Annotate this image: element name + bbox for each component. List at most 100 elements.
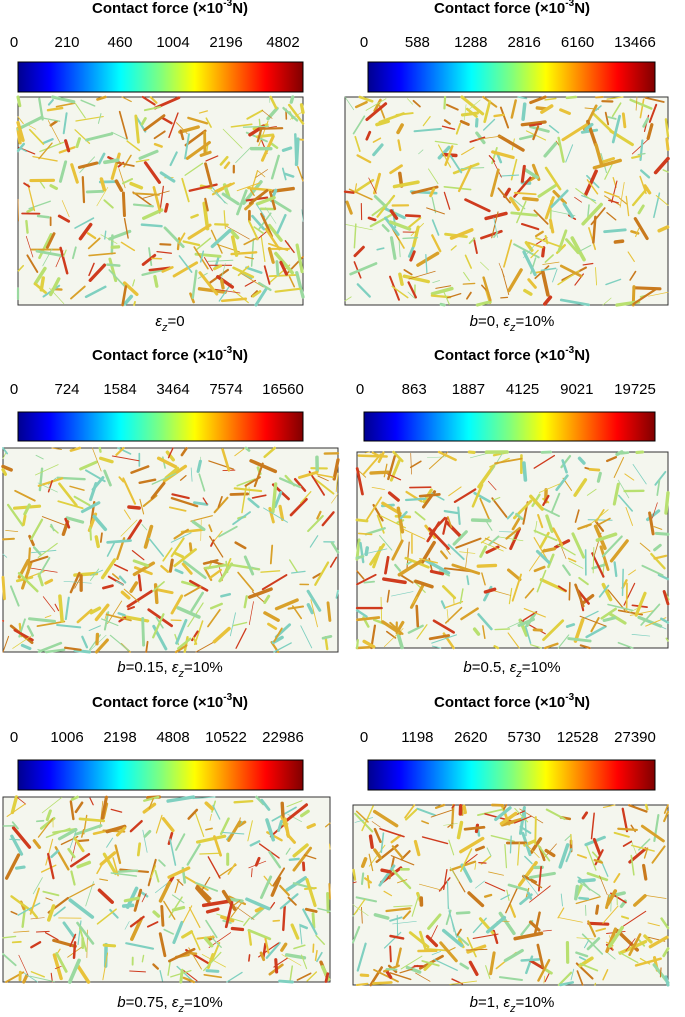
force-chain xyxy=(515,512,524,521)
panel: Contact force (×10-3N)0 588 1288 2816 6160 13… xyxy=(343,0,670,334)
force-chain xyxy=(380,832,385,854)
force-chain xyxy=(149,96,158,104)
colorbar-tick-label: 1004 xyxy=(156,34,189,51)
force-chain xyxy=(385,967,398,971)
force-chain xyxy=(303,854,317,860)
colorbar-tick-label: 0 xyxy=(356,381,364,398)
force-chain xyxy=(639,139,644,162)
force-chain xyxy=(69,485,85,491)
force-chain xyxy=(299,103,305,115)
force-chain xyxy=(40,864,57,873)
force-chain xyxy=(392,180,420,189)
force-chain xyxy=(550,189,569,208)
force-chain xyxy=(71,246,77,260)
force-chain xyxy=(154,869,160,883)
force-chain xyxy=(205,155,219,162)
force-chain xyxy=(519,893,533,906)
force-chain xyxy=(368,834,374,849)
force-chain xyxy=(460,607,479,621)
force-chain xyxy=(207,259,234,262)
force-chain xyxy=(428,168,439,185)
force-chain xyxy=(289,965,294,983)
force-chain xyxy=(109,908,119,919)
force-chain xyxy=(543,141,558,158)
force-chain xyxy=(247,928,272,941)
force-chain xyxy=(557,907,565,919)
force-chain xyxy=(10,910,18,915)
force-chain xyxy=(309,535,319,548)
force-chain xyxy=(251,566,260,570)
force-chain xyxy=(513,815,532,824)
force-chain xyxy=(58,594,64,623)
force-chain xyxy=(511,533,516,542)
force-chain xyxy=(6,503,24,527)
force-chain xyxy=(484,881,506,892)
force-chain xyxy=(660,617,670,624)
caption-part: =0.5, xyxy=(472,659,510,676)
force-chain xyxy=(229,228,240,240)
force-chain xyxy=(356,573,377,586)
force-chain xyxy=(601,582,613,602)
colorbar-title: Contact force (×10-3N) xyxy=(92,0,248,17)
panel-caption: b=0.75, εz=10% xyxy=(117,994,223,1015)
force-chain xyxy=(505,526,521,540)
force-chain xyxy=(20,147,27,153)
force-chain xyxy=(511,573,523,602)
force-chain xyxy=(281,146,293,152)
force-chain xyxy=(450,245,457,251)
force-chain xyxy=(141,893,147,903)
force-chain xyxy=(294,137,300,167)
force-chain xyxy=(125,886,139,909)
force-chain xyxy=(137,574,142,592)
force-chain xyxy=(179,475,187,481)
force-chain xyxy=(170,969,192,978)
force-chain xyxy=(453,488,477,503)
force-chain xyxy=(507,632,520,649)
force-chain xyxy=(630,840,637,855)
force-chain xyxy=(16,126,22,145)
force-chain xyxy=(653,526,663,530)
force-chain xyxy=(356,942,367,972)
force-chain xyxy=(422,116,431,127)
force-chain xyxy=(559,298,590,307)
force-chain xyxy=(537,513,544,529)
force-chain xyxy=(606,952,616,960)
force-chain xyxy=(523,608,546,618)
force-chain xyxy=(389,945,392,963)
force-chain xyxy=(167,831,174,845)
force-chain xyxy=(642,117,650,128)
force-chain xyxy=(565,848,573,863)
force-chain xyxy=(391,591,414,597)
force-chain xyxy=(32,839,42,849)
force-chain xyxy=(275,260,280,277)
force-chain xyxy=(256,230,268,241)
force-chain xyxy=(143,524,154,549)
force-chain xyxy=(317,475,329,482)
caption-part: z xyxy=(509,1003,516,1015)
force-chain xyxy=(22,973,29,984)
caption-part: ε xyxy=(503,994,510,1011)
force-chain xyxy=(373,98,382,113)
force-chain xyxy=(183,585,202,597)
force-chain xyxy=(460,863,473,883)
force-chain xyxy=(570,236,586,262)
force-chain xyxy=(395,112,414,116)
force-chain xyxy=(558,917,583,923)
force-chain xyxy=(132,192,160,196)
caption-part: b xyxy=(117,994,125,1011)
force-chain xyxy=(220,592,232,598)
force-chain xyxy=(468,960,479,976)
force-chain xyxy=(169,838,177,866)
force-chain xyxy=(536,943,545,968)
force-chain xyxy=(1,575,6,601)
force-chain xyxy=(106,539,132,544)
force-chain xyxy=(528,920,541,932)
force-chain xyxy=(106,837,114,848)
force-chain xyxy=(344,96,355,111)
force-chain xyxy=(150,481,166,500)
title-part: Contact force (×10 xyxy=(92,347,223,364)
force-chain xyxy=(503,239,513,268)
force-chain xyxy=(545,514,554,533)
force-chain xyxy=(190,930,201,951)
force-chain xyxy=(412,99,421,108)
